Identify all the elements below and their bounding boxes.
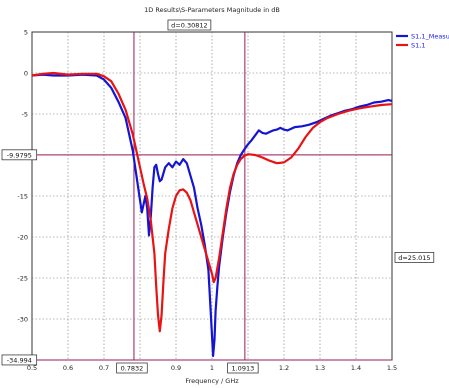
horizontal-marker-box: [1, 149, 38, 161]
legend-label: S1,1: [411, 42, 425, 50]
vertical-marker-box: [227, 362, 259, 374]
series-lines: [31, 71, 393, 357]
x-tick-label: 0.6: [63, 364, 73, 372]
delta-x-label: d=0.30812: [171, 22, 207, 30]
horizontal-marker-label: -9.9795: [7, 151, 32, 159]
x-tick-label: 0.7: [99, 364, 109, 372]
series-line: [31, 73, 393, 357]
legend-label: S1,1_Measured: [411, 33, 449, 41]
y-tick-label: 5: [24, 29, 28, 37]
x-tick-label: 0.5: [27, 364, 37, 372]
x-tick-label: 1.2: [279, 364, 289, 372]
x-tick-label: 0.9: [171, 364, 181, 372]
chart-title: 1D Results\S-Parameters Magnitude in dB: [144, 6, 280, 14]
horizontal-marker-box: [1, 354, 38, 366]
x-tick-labels: 0.50.60.70.80.911.11.21.31.41.5: [27, 364, 397, 372]
vertical-marker-label: 1.0913: [231, 365, 254, 373]
delta-y-label: d=25.015: [398, 254, 430, 262]
x-axis-label: Frequency / GHz: [185, 377, 239, 385]
y-tick-labels: 50-5-10-15-20-25-30: [17, 29, 28, 324]
marker-lines: 0.7832 1.0913 -9.9795 -34.994 d=0.30812 d=25.…: [1, 19, 435, 374]
horizontal-marker-label: -34.994: [7, 356, 32, 364]
x-tick-label: 1.3: [315, 364, 325, 372]
y-tick-label: -20: [17, 234, 28, 242]
y-tick-label: -15: [17, 193, 28, 201]
vertical-marker-box: [116, 362, 148, 374]
legend: S1,1_MeasuredS1,1: [396, 33, 449, 50]
y-tick-label: -5: [22, 111, 28, 119]
x-tick-label: 1.4: [351, 364, 361, 372]
series-line: [31, 71, 393, 333]
vertical-marker-label: 0.7832: [121, 365, 144, 373]
delta-y-box: [394, 252, 435, 263]
delta-x-box: [167, 19, 212, 31]
y-tick-label: 0: [24, 70, 28, 78]
x-tick-label: 1.5: [387, 364, 397, 372]
x-tick-label: 1: [210, 364, 214, 372]
y-tick-label: -25: [17, 275, 28, 283]
y-tick-label: -30: [17, 316, 28, 324]
